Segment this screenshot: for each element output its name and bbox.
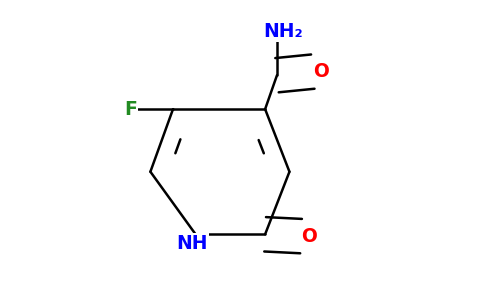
- Text: F: F: [124, 100, 137, 119]
- Text: NH: NH: [176, 234, 208, 253]
- Text: O: O: [301, 226, 317, 246]
- Text: NH₂: NH₂: [263, 22, 302, 41]
- Text: O: O: [313, 62, 329, 81]
